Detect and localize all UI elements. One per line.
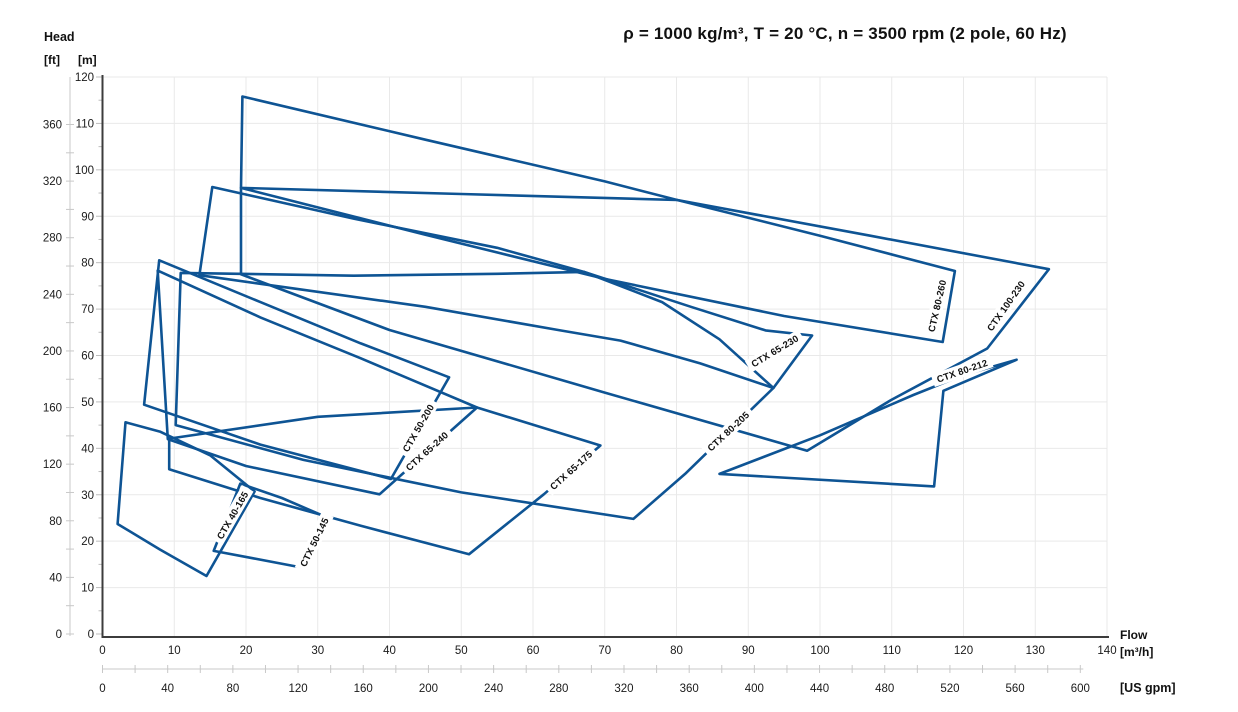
y-axis-caption: Head (44, 30, 75, 44)
tick-label-m3h: 20 (240, 645, 253, 657)
pump-envelopes (116, 95, 1051, 578)
tick-label-gpm: 320 (614, 683, 633, 695)
tick-label-m: 20 (81, 536, 94, 548)
pump-envelope-label-bg (211, 485, 254, 546)
tick-label-m3h: 10 (168, 645, 181, 657)
tick-label-m: 90 (81, 211, 94, 223)
tick-label-gpm: 160 (354, 683, 373, 695)
pump-envelope-label-bg (399, 425, 455, 477)
tick-label-gpm: 480 (875, 683, 894, 695)
pump-envelope-label-bg (701, 405, 756, 458)
pump-envelope-label: CTX 80-205 (701, 405, 756, 458)
pump-envelope-label-bg (930, 354, 994, 388)
x-axis-unit-m3h: [m³/h] (1120, 645, 1154, 659)
pump-envelope-label-text: CTX 65-230 (750, 333, 801, 370)
tick-label-m: 100 (75, 165, 94, 177)
tick-label-m: 120 (75, 72, 94, 84)
pump-envelope-label-bg (744, 329, 805, 373)
pump-envelope-label-bg (543, 444, 599, 496)
tick-labels: 0102030405060708090100110120040801201602… (43, 72, 1117, 695)
pump-envelope-label: CTX 65-230 (744, 329, 805, 373)
tick-label-ft: 240 (43, 289, 62, 301)
pump-envelope-ctx-80-205 (174, 270, 775, 521)
tick-label-m: 10 (81, 583, 94, 595)
tick-label-m: 110 (76, 118, 94, 130)
pump-envelope-ctx-65-175 (167, 406, 602, 556)
tick-label-gpm: 200 (419, 683, 438, 695)
axes (101, 75, 1109, 638)
pump-envelope-label-bg (294, 511, 334, 573)
tick-label-m3h: 140 (1097, 645, 1116, 657)
tick-label-gpm: 280 (549, 683, 568, 695)
tick-label-ft: 80 (49, 516, 62, 528)
tick-label-m3h: 30 (311, 645, 324, 657)
pump-envelope-label: CTX 100-230 (981, 274, 1031, 338)
tick-label-ft: 360 (43, 120, 62, 132)
pump-envelope-label: CTX 40-165 (211, 485, 254, 546)
tick-label-gpm: 400 (745, 683, 764, 695)
pump-envelope-label-text: CTX 65-175 (548, 449, 595, 493)
tick-label-m: 40 (81, 443, 94, 455)
pump-envelope-ctx-80-260 (239, 95, 957, 344)
tick-label-m3h: 100 (810, 645, 829, 657)
tick-label-m3h: 80 (670, 645, 683, 657)
tick-label-gpm: 40 (161, 683, 174, 695)
tick-label-ft: 280 (43, 233, 62, 245)
tick-label-ft: 0 (56, 629, 62, 641)
pump-envelope-label-text: CTX 50-145 (298, 516, 331, 569)
tick-label-ft: 40 (49, 572, 62, 584)
tick-label-gpm: 360 (680, 683, 699, 695)
tick-label-gpm: 600 (1071, 683, 1090, 695)
tick-label-ft: 160 (43, 403, 62, 415)
x-axis-caption: Flow (1120, 628, 1148, 642)
tick-label-m3h: 40 (383, 645, 396, 657)
tick-label-gpm: 120 (288, 683, 307, 695)
tick-label-m3h: 110 (883, 645, 901, 657)
tick-label-ft: 200 (43, 346, 62, 358)
y-axis-unit-ft: [ft] (44, 53, 60, 67)
tick-label-m: 70 (81, 304, 94, 316)
tick-label-m3h: 70 (598, 645, 611, 657)
pump-envelope-label-bg (923, 274, 951, 338)
tick-label-ft: 120 (43, 459, 62, 471)
tick-label-m3h: 120 (954, 645, 973, 657)
pump-envelope-label: CTX 50-145 (294, 511, 334, 573)
tick-label-ft: 320 (43, 176, 62, 188)
pump-envelope-ctx-65-230 (198, 185, 814, 390)
tick-label-m: 0 (88, 629, 94, 641)
secondary-scale-rails (66, 76, 1084, 673)
tick-label-m: 30 (81, 490, 94, 502)
tick-label-m3h: 50 (455, 645, 468, 657)
tick-label-m3h: 60 (527, 645, 540, 657)
tick-label-gpm: 80 (226, 683, 239, 695)
tick-label-m3h: 90 (742, 645, 755, 657)
tick-label-gpm: 520 (940, 683, 959, 695)
tick-label-m3h: 0 (99, 645, 105, 657)
tick-label-gpm: 0 (99, 683, 105, 695)
pump-envelope-label-bg (397, 397, 440, 458)
grid (102, 76, 1108, 637)
tick-label-m: 60 (81, 351, 94, 363)
tick-label-m: 50 (81, 397, 94, 409)
pump-envelope-label-bg (981, 274, 1031, 338)
tick-label-gpm: 240 (484, 683, 503, 695)
tick-label-m3h: 130 (1026, 645, 1045, 657)
pump-envelope-label: CTX 65-175 (543, 444, 599, 496)
x-axis-unit-gpm: [US gpm] (1120, 681, 1176, 695)
chart-title: ρ = 1000 kg/m³, T = 20 °C, n = 3500 rpm … (623, 24, 1067, 43)
tick-label-m: 80 (81, 258, 94, 270)
y-axis-unit-m: [m] (78, 53, 97, 67)
tick-label-gpm: 560 (1006, 683, 1025, 695)
tick-label-gpm: 440 (810, 683, 829, 695)
